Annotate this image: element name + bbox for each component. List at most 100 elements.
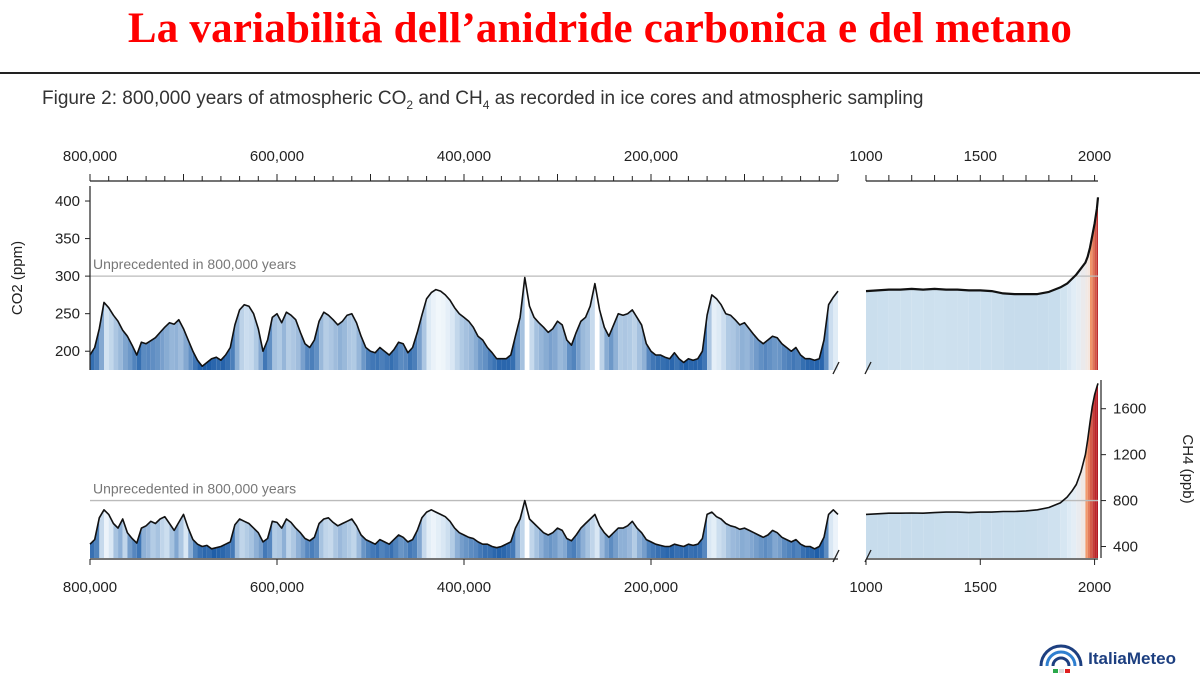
ch4-long-fill-segment	[188, 528, 193, 558]
caption-part-b: and CH	[413, 88, 483, 109]
co2-long-fill-segment	[118, 321, 123, 370]
co2-recent-fill-segment	[1060, 283, 1068, 370]
top-tick-label: 200,000	[624, 148, 678, 165]
recent-top-tick-label: 1000	[849, 148, 882, 165]
co2-long-fill-segment	[295, 319, 301, 370]
co2-long-fill-segment	[220, 354, 226, 370]
ch4-long-fill-segment	[482, 544, 488, 558]
ch4-long-fill-segment	[501, 544, 507, 558]
ch4-recent-fill-segment	[1071, 484, 1077, 558]
ch4-long-fill-segment	[286, 518, 292, 558]
ch4-long-fill-segment	[216, 546, 221, 558]
co2-long-fill-segment	[641, 324, 647, 370]
ch4-recent-fill-segment	[923, 512, 935, 558]
ch4-long-fill-segment	[314, 523, 320, 558]
ch4-long-fill-segment	[651, 541, 656, 558]
ch4-long-fill-segment	[253, 528, 259, 558]
ch4-y-tick-label: 800	[1113, 493, 1138, 510]
ch4-long-fill-segment	[819, 537, 824, 558]
ch4-long-fill-segment	[805, 546, 810, 558]
ch4-long-fill-segment	[108, 514, 114, 558]
ch4-long-fill-segment	[459, 532, 464, 558]
ch4-long-fill-segment	[309, 537, 315, 558]
ch4-long-fill-segment	[478, 541, 483, 558]
ch4-recent-fill-segment	[1085, 439, 1088, 558]
co2-threshold-label: Unprecedented in 800,000 years	[93, 256, 296, 272]
ch4-long-fill-segment	[136, 528, 142, 558]
ch4-long-fill-segment	[169, 523, 175, 558]
co2-recent-fill-segment	[991, 291, 1004, 370]
co2-long-fill-segment	[580, 317, 586, 370]
co2-long-fill-segment	[566, 339, 572, 370]
co2-recent-fill-segment	[1026, 294, 1038, 370]
co2-long-fill-segment	[749, 328, 754, 370]
co2-long-fill-segment	[552, 321, 558, 370]
ch4-long-fill-segment	[538, 528, 544, 558]
co2-long-fill-segment	[384, 351, 390, 370]
co2-long-fill-segment	[291, 315, 296, 370]
co2-long-fill-segment	[342, 315, 348, 370]
ch4-long-fill-segment	[496, 546, 502, 558]
co2-long-fill-segment	[478, 336, 483, 370]
co2-long-fill-segment	[174, 319, 179, 370]
co2-recent-fill-segment	[980, 290, 992, 370]
co2-long-fill-segment	[744, 322, 750, 370]
ch4-long-fill-segment	[795, 539, 801, 558]
co2-long-fill-segment	[160, 327, 165, 370]
ch4-long-fill-segment	[295, 528, 301, 558]
co2-long-fill-segment	[482, 339, 488, 370]
co2-long-fill-segment	[543, 327, 549, 370]
ch4-recent-fill-segment	[991, 511, 1004, 558]
ch4-recent-fill-segment	[1087, 422, 1090, 558]
ch4-longterm-line	[89, 499, 839, 550]
ch4-long-fill-segment	[688, 544, 694, 558]
ch4-long-fill-segment	[646, 539, 651, 558]
ch4-long-fill-segment	[440, 514, 446, 558]
ch4-long-fill-segment	[566, 538, 572, 558]
ch4-long-fill-segment	[118, 518, 123, 558]
ch4-long-fill-segment	[781, 537, 787, 558]
co2-long-fill-segment	[585, 306, 591, 370]
co2-long-fill-segment	[164, 322, 170, 370]
ch4-long-fill-segment	[487, 544, 493, 558]
ch4-long-fill-segment	[342, 521, 348, 558]
ch4-long-fill-segment	[683, 544, 689, 558]
co2-long-fill-segment	[169, 322, 175, 370]
recent-bottom-tick-label: 1500	[964, 579, 997, 596]
ch4-recent-fill-segment	[888, 513, 901, 558]
ch4-long-fill-segment	[823, 514, 829, 558]
ch4-recent-fill-segment	[911, 512, 924, 558]
co2-recent-fill-segment	[877, 289, 889, 370]
ch4-long-fill-segment	[468, 537, 474, 558]
co2-long-fill-segment	[735, 319, 740, 370]
co2-y-axis-label: CO2 (ppm)	[9, 241, 26, 315]
co2-recent-fill-segment	[1085, 256, 1088, 370]
ch4-long-fill-segment	[146, 521, 151, 558]
ch4-recent-fill-segment	[1094, 386, 1097, 558]
co2-long-fill-segment	[496, 358, 502, 370]
ch4-long-fill-segment	[749, 530, 754, 558]
co2-long-fill-segment	[454, 307, 460, 370]
ch4-recent-fill-segment	[866, 513, 878, 558]
co2-long-fill-segment	[431, 289, 436, 370]
co2-long-fill-segment	[725, 313, 731, 370]
ch4-long-fill-segment	[239, 518, 245, 558]
ch4-long-fill-segment	[679, 545, 684, 558]
co2-long-fill-segment	[716, 298, 722, 370]
ch4-long-fill-segment	[328, 517, 334, 558]
co2-long-fill-segment	[711, 294, 717, 370]
top-tick-label: 600,000	[250, 148, 304, 165]
ch4-long-fill-segment	[113, 523, 119, 558]
ch4-recent-fill-segment	[968, 512, 981, 558]
caption-part-c: as recorded in ice cores and atmospheric…	[489, 88, 924, 109]
co2-long-fill-segment	[697, 351, 703, 370]
bottom-tick-label: 800,000	[63, 579, 117, 596]
ch4-long-fill-segment	[693, 544, 698, 558]
co2-long-fill-segment	[833, 291, 838, 370]
co2-recent-fill-segment	[1076, 268, 1081, 370]
ch4-long-fill-segment	[248, 523, 254, 558]
ch4-long-fill-segment	[365, 539, 371, 558]
ch4-long-fill-segment	[90, 539, 95, 558]
co2-long-fill-segment	[608, 324, 614, 370]
ch4-long-fill-segment	[515, 518, 521, 558]
